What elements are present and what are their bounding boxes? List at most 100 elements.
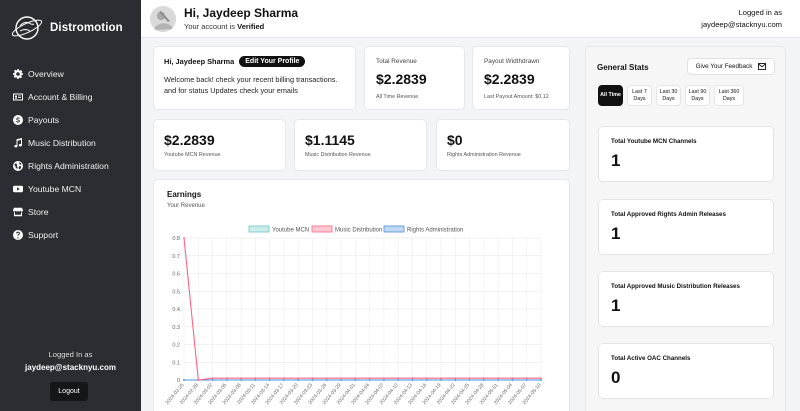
stat-sub: All Time Revenue xyxy=(376,94,419,100)
music-revenue-card: $1.1145 Music Distribution Revenue xyxy=(294,119,427,171)
welcome-header: Hi, Jaydeep Sharma Edit Your Profile xyxy=(164,56,345,67)
series-point xyxy=(368,379,371,381)
series-point xyxy=(540,379,542,381)
sidebar-item-rights-administration[interactable]: Rights Administration xyxy=(13,154,109,177)
legend-swatch xyxy=(311,225,333,233)
series-point xyxy=(425,377,428,380)
header-email: jaydeep@stacknyu.com xyxy=(701,20,782,29)
avatar[interactable] xyxy=(150,6,176,32)
rights-admin-releases-card: Total Approved Rights Admin Releases 1 xyxy=(598,199,774,255)
dollar-icon xyxy=(13,114,23,125)
y-tick-label: 0.3 xyxy=(172,325,180,331)
series-point xyxy=(340,377,342,380)
legend-swatch xyxy=(383,225,405,233)
total-revenue-card: Total Revenue $2.2839 All Time Revenue xyxy=(364,46,465,110)
logged-in-label: Logged In as xyxy=(48,350,93,359)
stat-sub: Youtube MCN Revenue xyxy=(164,152,221,158)
earnings-subtitle: Your Revenue xyxy=(167,203,205,209)
youtube-revenue-card: $2.2839 Youtube MCN Revenue xyxy=(153,119,286,171)
header-logged-in: Logged in as jaydeep@stacknyu.com xyxy=(701,8,782,29)
stat-sub: Last Payout Amount: $0.12 xyxy=(484,94,549,100)
logged-in-email: jaydeep@stacknyu.com xyxy=(25,363,116,372)
greeting: Hi, Jaydeep Sharma Your account is Verif… xyxy=(184,6,298,31)
gen-stat-value: 1 xyxy=(611,296,621,315)
series-point xyxy=(511,379,514,381)
sidebar-item-label: Youtube MCN xyxy=(28,183,82,194)
earnings-title: Earnings xyxy=(167,190,202,199)
music-note-icon xyxy=(14,137,23,148)
series-point xyxy=(454,379,457,381)
y-tick-label: 0.7 xyxy=(172,254,180,260)
sidebar-item-support[interactable]: Support xyxy=(13,223,109,246)
header-logged-in-label: Logged in as xyxy=(738,8,783,17)
series-point xyxy=(525,377,528,380)
welcome-message: Welcome back! check your recent billing … xyxy=(164,75,338,95)
gen-stat-value: 0 xyxy=(611,368,621,387)
sidebar-item-account-billing[interactable]: Account & Billing xyxy=(13,85,109,108)
sidebar-item-overview[interactable]: Overview xyxy=(13,62,109,85)
series-point xyxy=(383,379,385,381)
logout-button[interactable]: Logout xyxy=(50,382,88,401)
account-status-prefix: Your account is xyxy=(184,22,236,31)
feedback-button[interactable]: Give Your Feedback xyxy=(687,58,775,75)
sidebar-item-label: Account & Billing xyxy=(28,91,93,102)
series-point xyxy=(211,379,214,381)
id-card-icon xyxy=(13,93,23,100)
legend-label: Rights Administration xyxy=(407,228,463,234)
series-point xyxy=(283,379,285,381)
gen-stat-label: Total Youtube MCN Channels xyxy=(611,138,697,145)
sidebar-item-label: Overview xyxy=(28,68,64,79)
series-point xyxy=(354,377,357,380)
question-icon xyxy=(13,229,23,240)
series-point xyxy=(268,379,271,381)
sidebar-item-payouts[interactable]: Payouts xyxy=(13,108,109,131)
series-point xyxy=(397,379,400,381)
series-point xyxy=(482,379,485,381)
series-point xyxy=(368,377,371,380)
sidebar-item-youtube-mcn[interactable]: Youtube MCN xyxy=(13,177,109,200)
distromotion-logo-icon xyxy=(11,16,43,40)
edit-profile-button[interactable]: Edit Your Profile xyxy=(239,56,306,67)
y-tick-label: 0.8 xyxy=(172,236,180,242)
mail-icon xyxy=(758,63,767,70)
gen-stat-value: 1 xyxy=(611,151,621,170)
sidebar-item-label: Payouts xyxy=(28,114,60,125)
series-point xyxy=(468,379,471,381)
series-point xyxy=(225,377,228,380)
legend-label: Youtube MCN xyxy=(272,228,309,234)
brand[interactable]: Distromotion xyxy=(10,14,123,42)
series-point xyxy=(325,379,328,381)
gen-stat-value: 1 xyxy=(611,224,621,243)
series-point xyxy=(340,379,342,381)
sidebar-item-store[interactable]: Store xyxy=(13,200,109,223)
stat-label: Payout Widthdrawn xyxy=(484,58,540,65)
rights-revenue-card: $0 Rights Administration Revenue xyxy=(436,119,570,171)
sidebar-item-music-distribution[interactable]: Music Distribution xyxy=(13,131,109,154)
series-point xyxy=(183,379,185,381)
sidebar-item-label: Support xyxy=(28,229,59,240)
series-point xyxy=(383,377,385,380)
series-point xyxy=(311,377,314,380)
account-status-value: Verified xyxy=(237,22,265,31)
stat-value: $2.2839 xyxy=(164,132,215,148)
filter-all-time[interactable]: All Time xyxy=(598,85,623,106)
earnings-chart: 00.10.20.30.40.50.60.70.82024-02-252024-… xyxy=(164,225,543,406)
series-point xyxy=(197,379,200,381)
filter-last-360-days[interactable]: Last 360 Days xyxy=(714,85,744,106)
gen-stat-label: Total Active OAC Channels xyxy=(611,355,691,362)
y-tick-label: 0.2 xyxy=(172,343,180,349)
app-name: Distromotion xyxy=(50,22,123,34)
stat-value: $0 xyxy=(447,132,463,148)
sidebar-nav: Overview Account & Billing Payouts Music… xyxy=(13,62,109,246)
legend-label: Music Distribution xyxy=(335,228,382,234)
filter-last-90-days[interactable]: Last 90 Days xyxy=(685,85,710,106)
sidebar-logged-in: Logged In as jaydeep@stacknyu.com xyxy=(0,350,141,372)
general-stats-panel: General Stats Give Your Feedback All Tim… xyxy=(585,46,786,411)
welcome-name: Hi, Jaydeep Sharma xyxy=(164,57,235,66)
sidebar-item-label: Rights Administration xyxy=(28,160,109,171)
series-point xyxy=(454,377,457,380)
y-tick-label: 0.1 xyxy=(172,360,180,366)
filter-last-30-days[interactable]: Last 30 Days xyxy=(656,85,681,106)
filter-last-7-days[interactable]: Last 7 Days xyxy=(627,85,652,106)
series-point xyxy=(354,379,357,381)
